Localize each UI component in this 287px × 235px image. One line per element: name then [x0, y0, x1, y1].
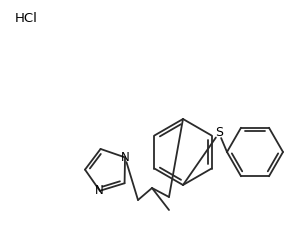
Text: N: N [121, 151, 129, 164]
Text: N: N [94, 184, 103, 197]
Text: HCl: HCl [15, 12, 38, 24]
Text: S: S [215, 126, 223, 140]
